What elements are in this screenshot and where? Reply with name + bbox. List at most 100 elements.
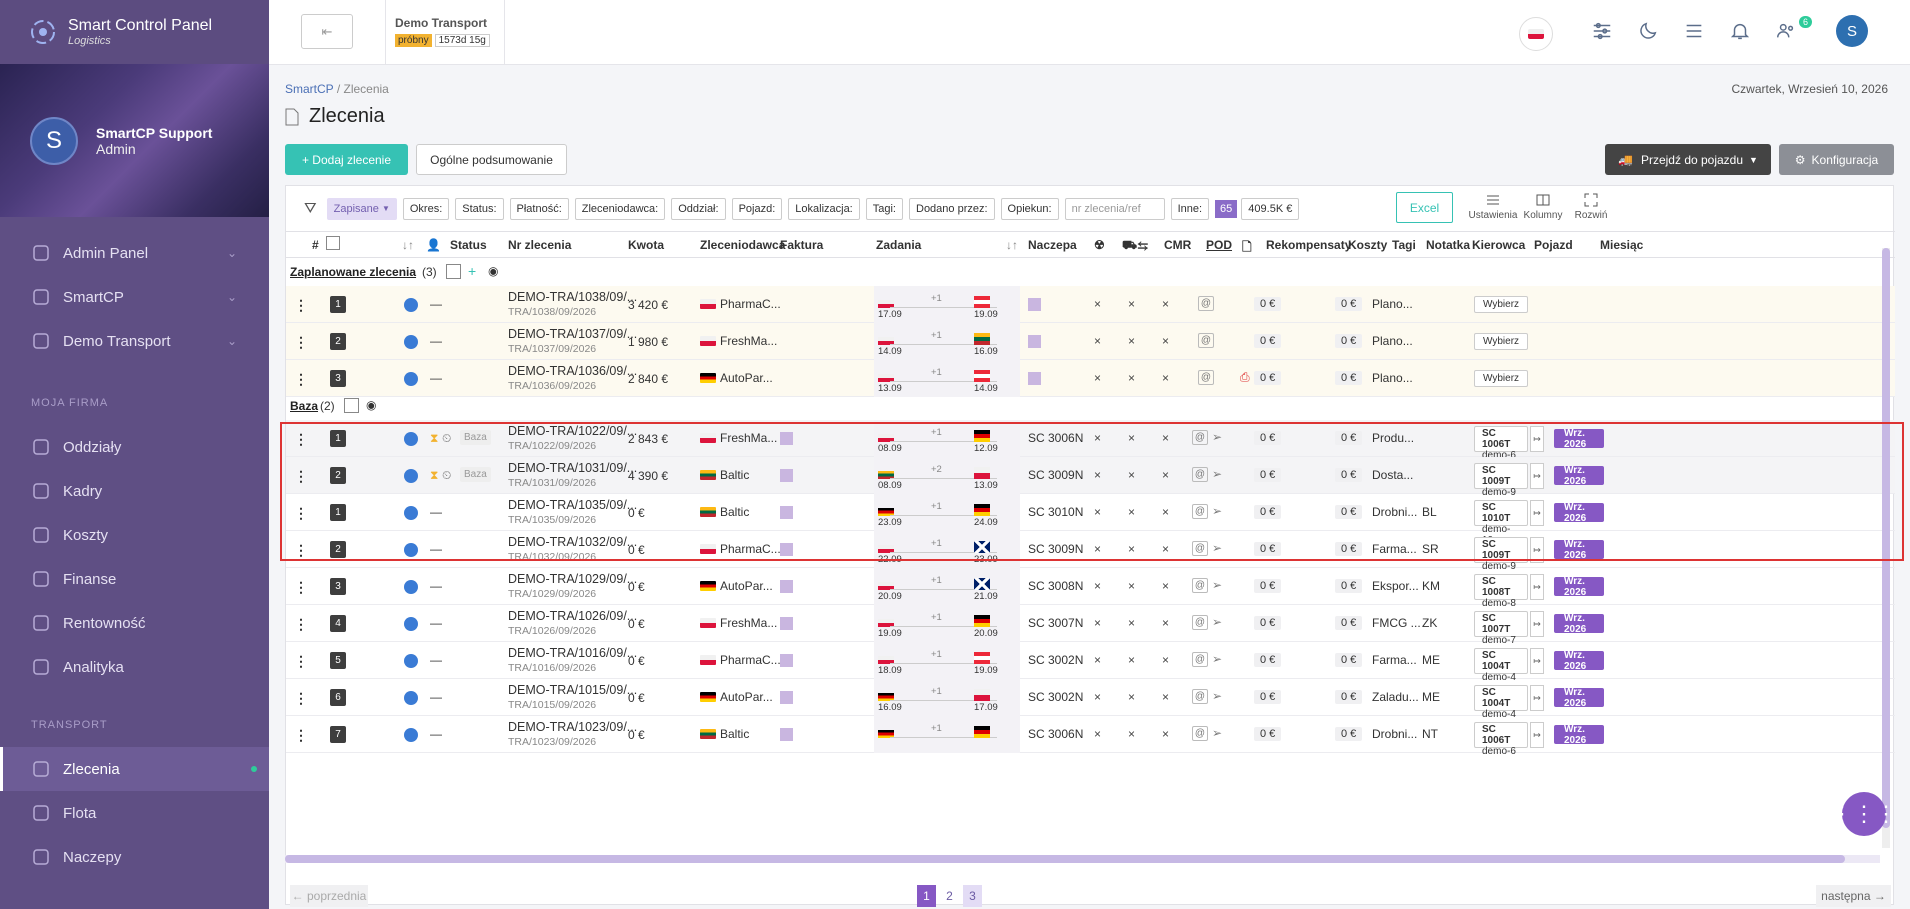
client-name[interactable]: AutoPar... [720, 579, 773, 593]
send-icon[interactable]: ➢ [1212, 726, 1223, 740]
col-compensation[interactable]: Rekompensaty [1266, 238, 1352, 252]
driver-initials[interactable]: KM [1422, 579, 1440, 593]
table-row[interactable]: ⋮ 2 ⧗ ⏲ Baza DEMO-TRA/1031/09/... TRA/1031/09/… [286, 457, 1895, 498]
col-vehicle[interactable]: Pojazd [1534, 238, 1573, 252]
trailer-plate[interactable]: SC 3008N [1028, 579, 1084, 593]
note-text[interactable]: Plano... [1372, 297, 1413, 311]
order-search-input[interactable]: nr zlecenia/ref [1064, 197, 1165, 220]
client-name[interactable]: Baltic [720, 468, 750, 482]
sort-icon[interactable]: ↓↑ [402, 238, 414, 252]
table-row[interactable]: ⋮ 1 — DEMO-TRA/1035/09/... TRA/1035/09/2026 0… [286, 494, 1895, 546]
tasks-timeline[interactable]: +1 22.09 23.09 [874, 531, 1020, 568]
month-badge[interactable]: Wrz. 2026 [1554, 503, 1604, 522]
group-name[interactable]: Zaplanowane zlecenia [290, 265, 417, 279]
note-text[interactable]: FMCG ... [1372, 616, 1421, 630]
status-icon[interactable] [404, 654, 418, 668]
filter-chip[interactable]: Tagi: [865, 197, 903, 220]
breadcrumb-root[interactable]: SmartCP [285, 82, 334, 96]
filter-chip[interactable]: Pojazd: [731, 197, 783, 220]
email-icon[interactable]: @ [1198, 296, 1214, 311]
collapse-sidebar-button[interactable]: ⇤ [301, 14, 353, 49]
invoice-status-box[interactable] [780, 654, 793, 667]
col-tags[interactable]: Tagi [1392, 238, 1416, 252]
row-menu-icon[interactable]: ⋮ [294, 371, 308, 387]
tasks-timeline[interactable]: +1 20.09 21.09 [874, 568, 1020, 605]
apps-grid-button[interactable]: ⋮⋮⋮ [1831, 792, 1897, 836]
other-filter[interactable]: Inne: [1170, 197, 1210, 220]
trailer-plate[interactable]: SC 3006N [1028, 431, 1084, 445]
email-icon[interactable]: @ [1198, 370, 1214, 385]
select-all-checkbox[interactable] [326, 236, 340, 250]
row-menu-icon[interactable]: ⋮ [294, 505, 308, 521]
col-invoice[interactable]: Faktura [780, 238, 824, 252]
vehicle-link-icon[interactable]: ↦ [1530, 463, 1544, 489]
tasks-timeline[interactable]: +1 18.09 19.09 [874, 642, 1020, 679]
row-menu-icon[interactable]: ⋮ [294, 579, 308, 595]
row-menu-icon[interactable]: ⋮ [294, 542, 308, 558]
language-flag-pl[interactable] [1519, 17, 1553, 51]
email-icon[interactable]: @ [1192, 615, 1208, 630]
status-icon[interactable] [404, 543, 418, 557]
send-icon[interactable]: ➢ [1212, 652, 1223, 666]
sidebar-item-smartcp[interactable]: SmartCP ⌄ [0, 275, 269, 319]
note-text[interactable]: Dosta... [1372, 468, 1414, 482]
vertical-scrollbar[interactable] [1882, 248, 1890, 848]
status-icon[interactable] [404, 691, 418, 705]
note-text[interactable]: Ekspor... [1372, 579, 1419, 593]
driver-initials[interactable]: ME [1422, 690, 1440, 704]
table-row[interactable]: ⋮ 7 — DEMO-TRA/1023/09/... TRA/1023/09/2026 0… [286, 716, 1895, 757]
client-name[interactable]: PharmaC... [720, 653, 781, 667]
client-name[interactable]: FreshMa... [720, 616, 778, 630]
order-number[interactable]: DEMO-TRA/1029/09/... [508, 572, 638, 586]
table-row[interactable]: ⋮ 2 — DEMO-TRA/1037/09/... TRA/1037/09/2026 1… [286, 323, 1895, 360]
client-name[interactable]: PharmaC... [720, 542, 781, 556]
col-note[interactable]: Notatka [1426, 238, 1471, 252]
status-icon[interactable] [404, 432, 418, 446]
order-number[interactable]: DEMO-TRA/1016/09/... [508, 646, 638, 660]
month-badge[interactable]: Wrz. 2026 [1554, 540, 1604, 559]
invoice-status-box[interactable] [780, 728, 793, 741]
columns-button[interactable]: Kolumny [1518, 192, 1568, 221]
status-icon[interactable] [404, 728, 418, 742]
note-text[interactable]: Drobni... [1372, 727, 1418, 741]
row-menu-icon[interactable]: ⋮ [294, 334, 308, 350]
trailer-plate[interactable]: SC 3006N [1028, 727, 1084, 741]
email-icon[interactable]: @ [1192, 504, 1208, 519]
choose-vehicle-button[interactable]: Wybierz [1474, 296, 1529, 313]
note-text[interactable]: Produ... [1372, 431, 1415, 445]
status-icon[interactable] [404, 372, 418, 386]
vehicle-box[interactable]: SC 1009T demo-9 [1474, 463, 1528, 498]
col-pod[interactable]: POD [1206, 238, 1233, 252]
prev-page-button[interactable]: ← poprzednia [290, 885, 368, 907]
filter-chip[interactable]: Lokalizacja: [788, 197, 860, 220]
note-text[interactable]: Drobni... [1372, 505, 1418, 519]
go-to-vehicle-button[interactable]: 🚚 Przejdź do pojazdu ▼ [1605, 144, 1771, 175]
status-icon[interactable] [404, 506, 418, 520]
row-menu-icon[interactable]: ⋮ [294, 690, 308, 706]
sidebar-item-demo-transport[interactable]: Demo Transport ⌄ [0, 319, 269, 363]
sidebar-item-koszty[interactable]: Koszty [0, 513, 269, 557]
users-icon[interactable] [1771, 16, 1801, 46]
col-client[interactable]: Zleceniodawca [700, 238, 786, 252]
filter-icon[interactable]: ⛛ [304, 200, 317, 217]
group-checkbox[interactable] [344, 398, 359, 413]
filter-chip[interactable]: Opiekun: [1000, 197, 1059, 220]
email-icon[interactable]: @ [1192, 726, 1208, 741]
group-checkbox[interactable] [446, 264, 461, 279]
user-avatar[interactable]: S [1836, 15, 1868, 47]
driver-initials[interactable]: NT [1422, 727, 1438, 741]
vehicle-link-icon[interactable]: ↦ [1530, 611, 1544, 637]
col-cmr[interactable]: CMR [1164, 238, 1192, 252]
moon-icon[interactable] [1633, 16, 1663, 46]
order-number[interactable]: DEMO-TRA/1023/09/... [508, 720, 638, 734]
sidebar-item-rentowność[interactable]: Rentowność [0, 601, 269, 645]
menu-icon[interactable] [1679, 16, 1709, 46]
driver-initials[interactable]: SR [1422, 542, 1439, 556]
order-number[interactable]: DEMO-TRA/1036/09/... [508, 364, 638, 378]
status-icon[interactable] [404, 298, 418, 312]
trailer-plate[interactable]: SC 3010N [1028, 505, 1084, 519]
client-name[interactable]: AutoPar... [720, 371, 773, 385]
filter-chip[interactable]: Status: [455, 197, 504, 220]
vehicle-link-icon[interactable]: ↦ [1530, 648, 1544, 674]
trailer-plate[interactable]: SC 3007N [1028, 616, 1084, 630]
